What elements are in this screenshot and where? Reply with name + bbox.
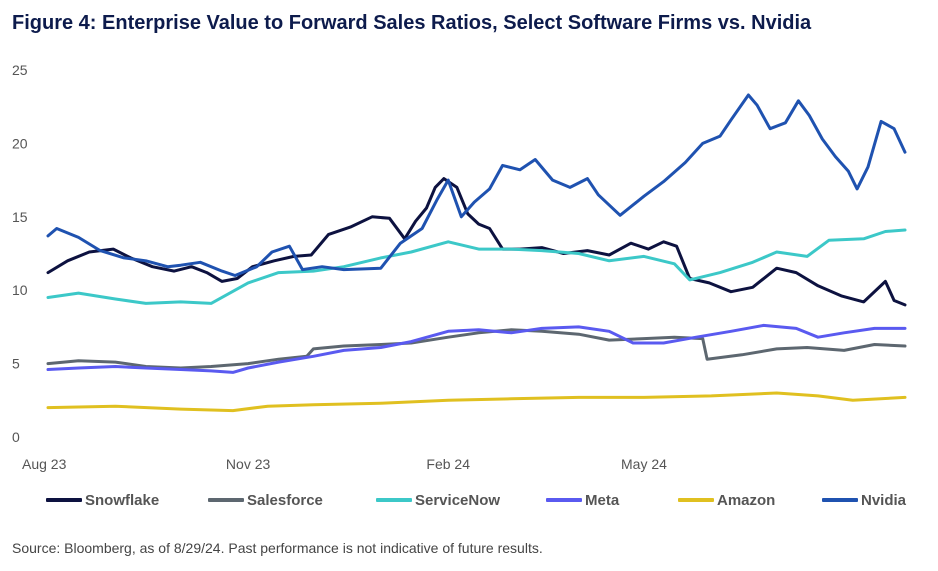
legend-label: Nvidia (861, 491, 907, 509)
legend-label: Snowflake (85, 491, 160, 509)
legend-swatch (376, 498, 412, 502)
legend-label: Amazon (717, 491, 776, 509)
x-tick-label: May 24 (621, 456, 667, 472)
series-line-snowflake (46, 177, 907, 307)
y-tick-label: 20 (12, 135, 28, 151)
legend-label: Meta (585, 491, 620, 509)
legend-swatch (822, 498, 858, 502)
plot-area (46, 93, 907, 413)
legend-item-nvidia: Nvidia (822, 489, 906, 511)
legend-item-servicenow: ServiceNow (376, 489, 500, 511)
legend-item-salesforce: Salesforce (208, 489, 323, 511)
series-line-amazon (46, 391, 907, 413)
series-line-salesforce (46, 328, 907, 370)
x-axis: Aug 23 Nov 23 Feb 24 May 24 (22, 456, 667, 472)
legend-swatch (208, 498, 244, 502)
legend-item-meta: Meta (546, 489, 619, 511)
source-note: Source: Bloomberg, as of 8/29/24. Past p… (12, 540, 543, 556)
y-axis: 0 5 10 15 20 25 (12, 62, 28, 445)
series-line-servicenow (46, 228, 907, 305)
y-tick-label: 5 (12, 356, 20, 372)
x-tick-label: Nov 23 (226, 456, 271, 472)
x-tick-label: Aug 23 (22, 456, 67, 472)
legend-swatch (46, 498, 82, 502)
legend-item-snowflake: Snowflake (46, 489, 159, 511)
legend: Snowflake Salesforce ServiceNow Meta Amazon N… (46, 489, 916, 511)
legend-label: ServiceNow (415, 491, 501, 509)
y-tick-label: 15 (12, 209, 28, 225)
y-tick-label: 25 (12, 62, 28, 78)
x-tick-label: Feb 24 (426, 456, 470, 472)
legend-label: Salesforce (247, 491, 323, 509)
chart-title: Figure 4: Enterprise Value to Forward Sa… (12, 12, 812, 34)
legend-swatch (546, 498, 582, 502)
series-line-nvidia (46, 93, 907, 277)
legend-swatch (678, 498, 714, 502)
series-line-meta (46, 323, 907, 374)
legend-item-amazon: Amazon (678, 489, 775, 511)
y-tick-label: 10 (12, 282, 28, 298)
y-tick-label: 0 (12, 429, 20, 445)
